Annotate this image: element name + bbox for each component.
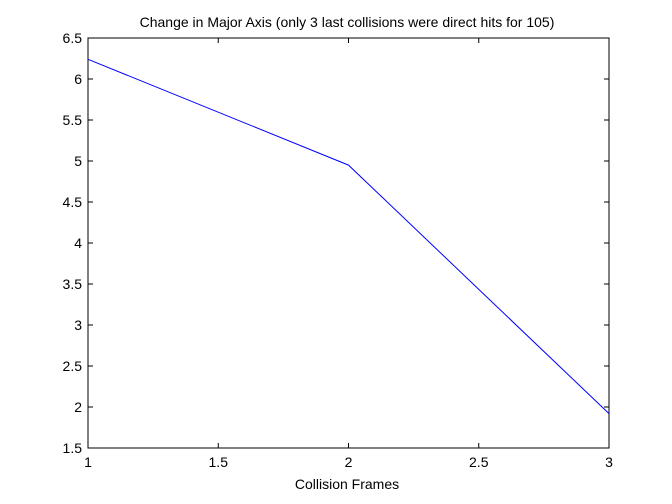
y-tick-label: 1.5 [63,440,83,456]
y-tick-label: 4.5 [63,194,83,210]
y-tick-label: 5.5 [63,112,83,128]
y-tick-label: 4 [74,235,82,251]
plot-area [87,37,610,449]
x-tick-label: 2.5 [469,454,489,470]
y-tick-label: 6.5 [63,30,83,46]
x-tick-label: 3 [605,454,613,470]
y-tick-label: 5 [74,153,82,169]
x-tick-label: 1 [84,454,92,470]
series-line [87,58,610,414]
x-axis-label: Collision Frames [295,476,399,492]
x-axis: 1 1.5 2 2.5 3 [84,38,613,470]
y-tick-label: 3.5 [63,276,83,292]
series-layer [87,58,610,414]
y-tick-label: 2.5 [63,358,83,374]
x-tick-label: 2 [345,454,353,470]
x-tick-label: 1.5 [209,454,229,470]
y-axis: 1.5 2 2.5 3 3.5 4 4.5 5 5.5 6 6.5 [63,30,609,456]
y-tick-label: 3 [74,317,82,333]
y-tick-label: 6 [74,71,82,87]
chart-title: Change in Major Axis (only 3 last collis… [140,14,555,30]
y-tick-label: 2 [74,399,82,415]
